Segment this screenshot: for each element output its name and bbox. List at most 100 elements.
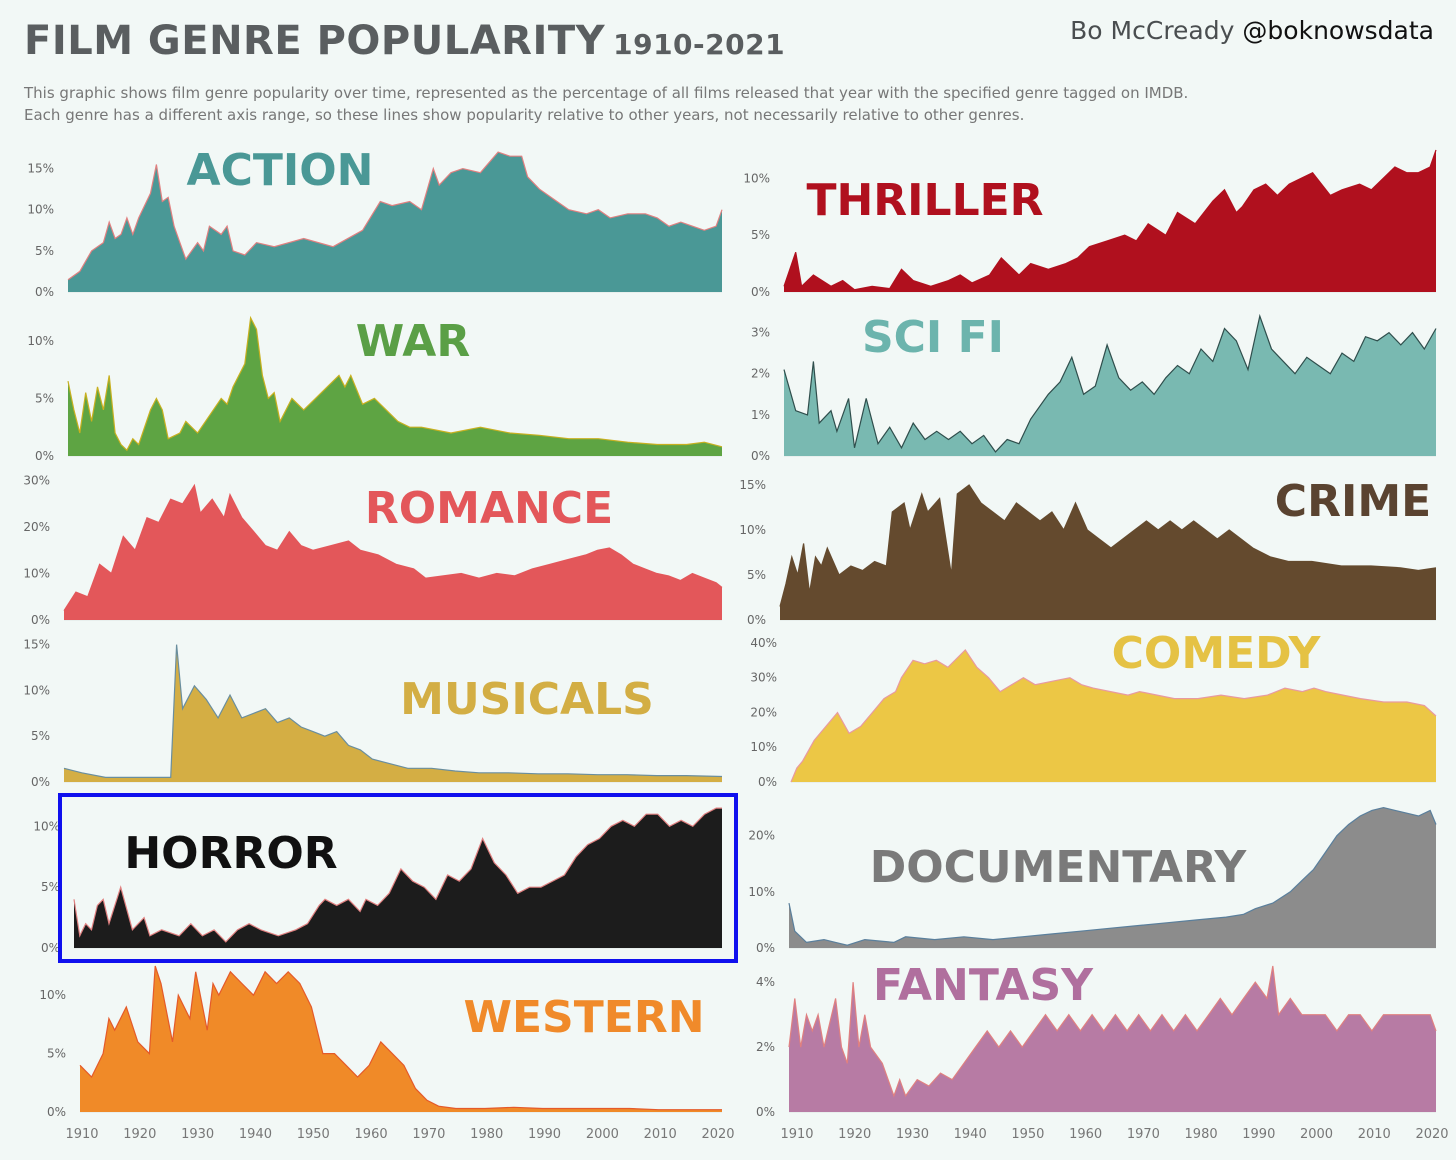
byline: Bo McCready @boknowsdata (1070, 16, 1434, 45)
outline-musicals (63, 644, 723, 778)
xtick-label: 2000 (586, 1127, 619, 1142)
genre-label-thriller: THRILLER (806, 175, 1043, 226)
ytick-sci-fi: 0% (751, 449, 770, 463)
description: This graphic shows film genre popularity… (24, 82, 1224, 126)
ytick-horror: 10% (33, 819, 60, 833)
area-action (68, 152, 722, 292)
outline-horror (73, 807, 722, 943)
area-documentary (789, 807, 1436, 948)
ytick-comedy: 40% (750, 636, 777, 650)
ytick-thriller: 10% (743, 171, 770, 185)
panel-thriller: 0% 5% 10% THRILLER (743, 149, 1437, 299)
author-name: Bo McCready (1070, 16, 1235, 45)
outline-fantasy (788, 965, 1437, 1098)
page-title: FILM GENRE POPULARITY 1910-2021 (24, 18, 1434, 64)
ytick-crime: 10% (739, 523, 766, 537)
xtick-label: 2020 (701, 1127, 734, 1142)
genre-label-crime: CRIME (1275, 476, 1431, 527)
ytick-horror: 5% (41, 880, 60, 894)
genre-label-fantasy: FANTASY (873, 960, 1094, 1011)
ytick-action: 10% (27, 203, 54, 217)
ytick-comedy: 0% (758, 775, 777, 789)
ytick-romance: 0% (31, 613, 50, 627)
ytick-action: 0% (35, 285, 54, 299)
panel-war: 0% 5% 10% WAR (27, 315, 723, 463)
panel-romance: 0% 10% 20% 30% ROMANCE (23, 474, 723, 627)
panel-western: 0% 5% 10% WESTERN (39, 965, 722, 1119)
ytick-romance: 30% (23, 474, 50, 488)
outline-sci-fi (783, 313, 1437, 453)
ytick-comedy: 20% (750, 705, 777, 719)
xtick-label: 1960 (355, 1127, 388, 1142)
description-line-2: Each genre has a different axis range, s… (24, 106, 1025, 124)
genre-label-western: WESTERN (463, 992, 704, 1043)
ytick-western: 10% (39, 988, 66, 1002)
area-horror (74, 808, 722, 948)
area-comedy (791, 649, 1436, 782)
panel-musicals: 0% 5% 10% 15% MUSICALS (23, 638, 723, 789)
genre-label-comedy: COMEDY (1112, 628, 1322, 679)
genre-label-romance: ROMANCE (365, 483, 613, 534)
outline-thriller (783, 149, 1437, 291)
ytick-musicals: 5% (31, 729, 50, 743)
xtick-label: 1940 (954, 1127, 987, 1142)
genre-label-horror: HORROR (124, 828, 337, 879)
author-handle: @boknowsdata (1242, 16, 1434, 45)
xtick-label: 1950 (1011, 1127, 1044, 1142)
ytick-crime: 5% (747, 568, 766, 582)
outline-crime (779, 484, 1437, 607)
ytick-war: 10% (27, 334, 54, 348)
ytick-sci-fi: 2% (751, 367, 770, 381)
xtick-label: 1990 (1242, 1127, 1275, 1142)
ytick-musicals: 0% (31, 775, 50, 789)
xtick-label: 1950 (297, 1127, 330, 1142)
xtick-label: 1920 (123, 1127, 156, 1142)
xtick-label: 1980 (1185, 1127, 1218, 1142)
ytick-documentary: 0% (756, 941, 775, 955)
panel-horror: 0% 5% 10% HORROR (33, 807, 722, 955)
genre-label-action: ACTION (187, 145, 374, 196)
header: FILM GENRE POPULARITY 1910-2021 (24, 18, 1434, 64)
genre-label-musicals: MUSICALS (400, 674, 654, 725)
ytick-horror: 0% (41, 941, 60, 955)
ytick-fantasy: 2% (756, 1040, 775, 1054)
area-war (68, 317, 722, 456)
xtick-label: 2010 (644, 1127, 677, 1142)
ytick-romance: 10% (23, 567, 50, 581)
highlight-box-horror (58, 793, 738, 963)
ytick-fantasy: 4% (756, 975, 775, 989)
description-line-1: This graphic shows film genre popularity… (24, 84, 1189, 102)
outline-documentary (788, 806, 1437, 946)
area-romance (64, 485, 722, 620)
xtick-label: 1970 (1127, 1127, 1160, 1142)
ytick-action: 15% (27, 162, 54, 176)
genre-label-war: WAR (356, 316, 471, 367)
panel-documentary: 0% 10% 20% DOCUMENTARY (748, 806, 1437, 955)
ytick-western: 5% (47, 1047, 66, 1061)
ytick-sci-fi: 3% (751, 326, 770, 340)
outline-western (79, 965, 722, 1111)
xtick-label: 1920 (838, 1127, 871, 1142)
ytick-musicals: 10% (23, 683, 50, 697)
title-years: 1910-2021 (613, 28, 786, 61)
outline-action (67, 151, 723, 281)
xtick-label: 2020 (1415, 1127, 1448, 1142)
xtick-label: 1980 (470, 1127, 503, 1142)
ytick-comedy: 10% (750, 740, 777, 754)
area-musicals (64, 644, 722, 782)
ytick-thriller: 5% (751, 228, 770, 242)
area-crime (780, 485, 1436, 620)
xtick-label: 1930 (181, 1127, 214, 1142)
ytick-crime: 0% (747, 613, 766, 627)
ytick-war: 5% (35, 391, 54, 405)
genre-label-documentary: DOCUMENTARY (870, 842, 1248, 893)
panel-action: 0% 5% 10% 15% ACTION (27, 145, 723, 299)
xtick-label: 1910 (65, 1127, 98, 1142)
xtick-label: 1940 (239, 1127, 272, 1142)
ytick-musicals: 15% (23, 638, 50, 652)
xtick-label: 2010 (1358, 1127, 1391, 1142)
panel-crime: 0% 5% 10% 15% CRIME (739, 476, 1437, 627)
panel-comedy: 0% 10% 20% 30% 40% COMEDY (750, 628, 1437, 789)
genre-label-sci-fi: SCI FI (862, 312, 1004, 363)
xtick-label: 1910 (780, 1127, 813, 1142)
